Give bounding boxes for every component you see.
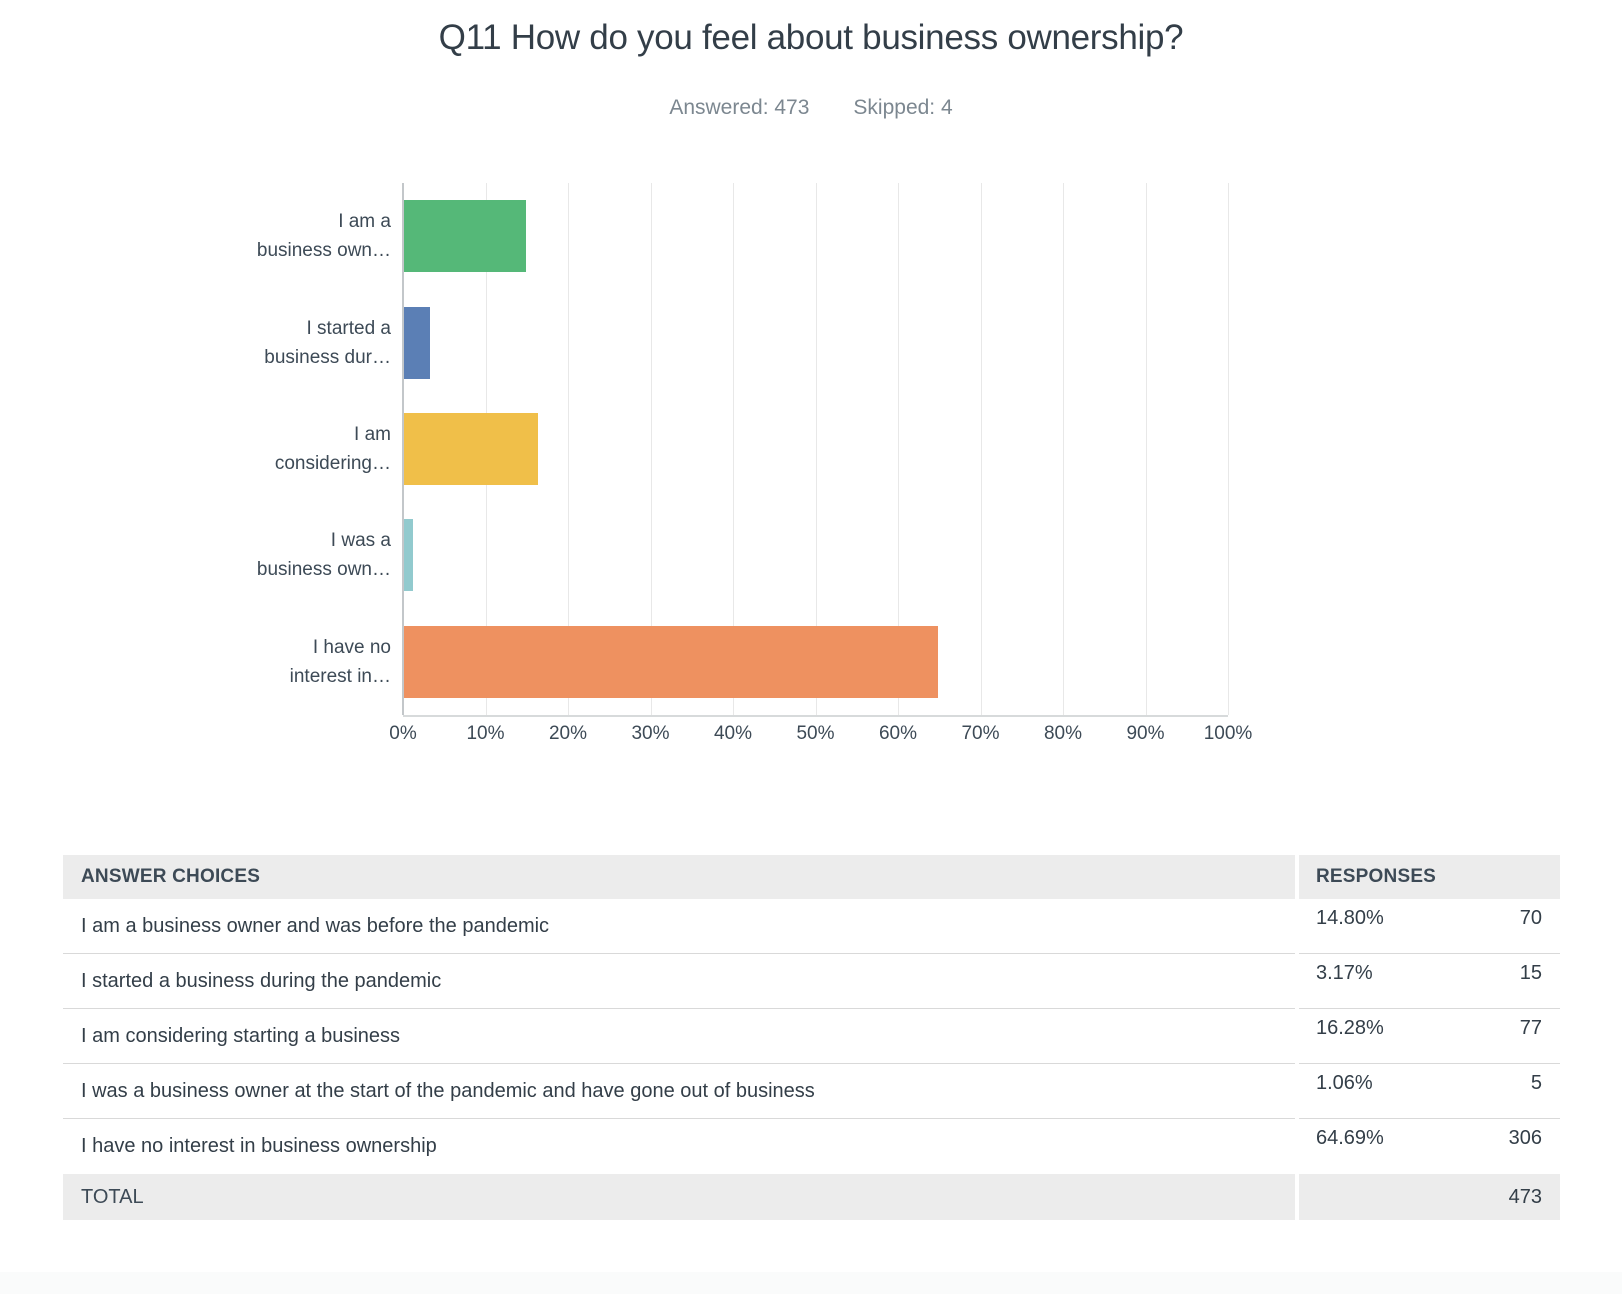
x-axis-tick: 70%	[961, 723, 1000, 744]
count-value: 77	[1519, 1017, 1542, 1039]
answer-cell: I have no interest in business ownership	[81, 1135, 437, 1157]
bar-1	[404, 307, 431, 379]
answered-count: Answered: 473	[669, 96, 810, 119]
total-responses: 473	[1299, 1174, 1560, 1220]
category-label-0: I am a business own…	[256, 211, 391, 262]
gridline	[980, 183, 982, 715]
percent-value: 14.80%	[1316, 907, 1384, 929]
gridline	[650, 183, 652, 715]
answer-cell: I started a business during the pandemic	[63, 954, 1295, 1009]
gridline	[898, 183, 899, 715]
bar-0	[404, 200, 527, 272]
x-axis-tick: 50%	[796, 723, 835, 744]
response-stats: Answered: 473 Skipped: 4	[0, 96, 1622, 120]
y-axis-line	[402, 183, 404, 715]
answer-cell: I was a business owner at the start of t…	[63, 1064, 1295, 1119]
gridline	[568, 183, 569, 715]
responses-header: RESPONSES	[1299, 855, 1560, 899]
gridline	[733, 183, 734, 715]
total-row: TOTAL 473	[63, 1174, 1560, 1220]
x-axis-tick: 0%	[389, 723, 417, 744]
gridline	[815, 183, 817, 715]
table-body: I am a business owner and was before the…	[63, 899, 1560, 1174]
table-row: I have no interest in business ownership…	[63, 1119, 1560, 1174]
count-value: 15	[1519, 962, 1542, 984]
skipped-count: Skipped: 4	[853, 96, 953, 119]
gridline	[1228, 183, 1229, 715]
page-title: Q11 How do you feel about business owner…	[438, 18, 1184, 57]
bar-4	[404, 626, 938, 698]
x-axis-tick: 90%	[1126, 723, 1165, 744]
results-table: ANSWER CHOICES RESPONSES I am a business…	[63, 855, 1560, 1220]
x-axis-tick: 80%	[1043, 723, 1083, 744]
category-label-1: I started a business dur…	[264, 317, 391, 368]
answer-cell: I am considering starting a business	[63, 1009, 1295, 1064]
x-axis-tick: 10%	[466, 723, 505, 744]
bar-3	[404, 519, 413, 591]
footer-strip	[0, 1272, 1622, 1294]
bar-2	[404, 413, 539, 485]
count-value: 306	[1508, 1127, 1542, 1149]
x-axis: 0% 10% 20% 30% 40% 50% 60% 70% 80% 90% 100%	[389, 723, 1252, 749]
responses-cell: 1.06% 5	[1299, 1064, 1560, 1119]
x-axis-tick: 60%	[878, 723, 918, 744]
total-label: TOTAL	[63, 1174, 1295, 1220]
responses-cell: 3.17% 15	[1299, 954, 1560, 1009]
percent-value: 16.28%	[1316, 1017, 1384, 1039]
table-row: I was a business owner at the start of t…	[63, 1064, 1560, 1119]
category-label-2: I am considering…	[274, 423, 391, 474]
gridline	[1145, 183, 1147, 715]
table-row: I am a business owner and was before the…	[63, 899, 1560, 954]
percent-value: 3.17%	[1316, 962, 1373, 984]
category-axis-labels: I am a business own… I started a business d…	[0, 183, 391, 715]
table-row: I started a business during the pandemic…	[63, 954, 1560, 1009]
category-label-4: I have no interest in…	[289, 636, 391, 687]
responses-cell: 16.28% 77	[1299, 1009, 1560, 1064]
percent-value: 64.69%	[1316, 1127, 1384, 1149]
x-axis-tick: 40%	[713, 723, 753, 744]
responses-cell: 14.80% 70	[1299, 899, 1560, 954]
category-label-3: I was a business own…	[256, 530, 391, 581]
gridline	[1063, 183, 1064, 715]
responses-cell: 64.69% 306	[1299, 1119, 1560, 1174]
x-axis-tick: 100%	[1203, 723, 1253, 744]
table-row: I am considering starting a business 16.2…	[63, 1009, 1560, 1064]
table-header-row: ANSWER CHOICES RESPONSES	[63, 855, 1560, 899]
answer-choices-header: ANSWER CHOICES	[63, 855, 1295, 899]
count-value: 70	[1519, 907, 1542, 929]
plot-area	[402, 183, 1229, 717]
answer-cell: I am a business owner and was before the…	[63, 899, 1295, 954]
total-value: 473	[1508, 1185, 1542, 1208]
x-axis-tick: 20%	[548, 723, 588, 744]
count-value: 5	[1530, 1072, 1542, 1094]
percent-value: 1.06%	[1316, 1072, 1373, 1094]
x-axis-tick: 30%	[631, 723, 670, 744]
